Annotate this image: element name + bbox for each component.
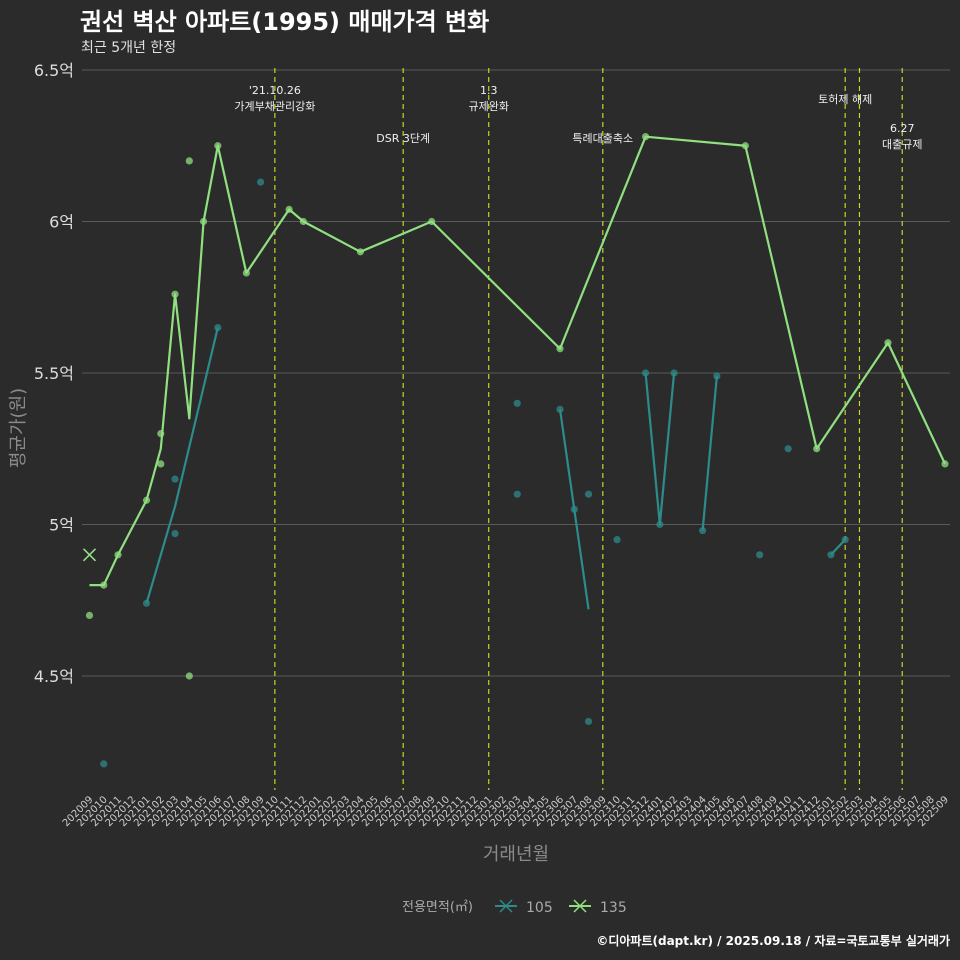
series-135-point xyxy=(185,672,193,680)
series-105-point xyxy=(641,369,650,377)
y-axis-title: 평균가(원) xyxy=(8,388,29,468)
series-105-point xyxy=(171,475,179,483)
series-105-point xyxy=(214,323,222,332)
series-105-point xyxy=(670,369,678,377)
series-105-point xyxy=(171,529,179,538)
y-tick-label: 5억 xyxy=(49,516,74,535)
legend-key-x xyxy=(573,899,587,913)
y-tick-label: 6.5억 xyxy=(34,61,74,80)
series-105-point xyxy=(513,490,521,498)
series-135-point xyxy=(556,345,564,353)
policy-annotation: 가계부채관리강화 xyxy=(234,100,315,113)
series-105-point xyxy=(827,551,835,559)
series-135-point xyxy=(242,269,250,277)
series-105-point xyxy=(570,505,578,513)
series-135-point xyxy=(884,339,892,347)
source-caption: ©디아파트(dapt.kr) / 2025.09.18 / 자료=국토교통부 실… xyxy=(596,934,950,948)
series-105-point xyxy=(756,551,764,559)
series-105-point xyxy=(513,399,521,407)
series-105-point xyxy=(257,178,265,186)
x-axis-title: 거래년월 xyxy=(483,844,549,865)
policy-annotation: 특례대출축소 xyxy=(572,132,633,145)
series-135-point xyxy=(428,217,436,226)
y-tick-label: 4.5억 xyxy=(34,667,74,686)
series-105-point xyxy=(656,520,664,529)
series-135-point xyxy=(142,496,151,504)
series-135-point xyxy=(285,205,293,213)
legend-label: 105 xyxy=(526,900,553,916)
y-tick-label: 5.5억 xyxy=(34,364,74,383)
legend-label: 135 xyxy=(600,900,627,916)
policy-annotation: 규제완화 xyxy=(468,100,508,113)
y-tick-label: 6억 xyxy=(49,213,74,232)
policy-annotation: 대출규제 xyxy=(882,138,922,151)
series-105-point xyxy=(613,536,621,544)
series-105-point xyxy=(699,526,707,535)
series-105-point xyxy=(584,717,593,726)
chart-subtitle: 최근 5개년 한정 xyxy=(81,40,177,56)
series-105-line xyxy=(701,375,718,531)
series-135-point xyxy=(185,157,193,165)
policy-annotation: DSR 3단계 xyxy=(376,132,430,145)
series-105-point xyxy=(556,405,564,413)
series-135-point xyxy=(171,290,179,298)
series-135-point xyxy=(356,248,365,256)
series-135-point xyxy=(214,142,222,150)
series-135-point xyxy=(741,142,749,150)
series-135-point xyxy=(941,460,949,468)
series-135-point xyxy=(114,551,122,559)
legend-key-x xyxy=(499,899,513,913)
series-105-point xyxy=(584,490,593,498)
series-105-point xyxy=(713,372,721,380)
legend-title: 전용면적(㎡) xyxy=(402,900,473,915)
series-135-point xyxy=(157,460,165,468)
series-105-line xyxy=(145,327,219,604)
series-135-point xyxy=(85,611,94,620)
series-105-point xyxy=(841,536,849,544)
chart-title: 권선 벽산 아파트(1995) 매매가격 변화 xyxy=(80,8,490,36)
series-105-point xyxy=(100,760,108,768)
policy-annotation: 토허제 해제 xyxy=(818,92,872,106)
policy-annotation: '21.10.26 xyxy=(249,84,301,97)
series-135-line xyxy=(89,135,946,587)
series-135-point xyxy=(100,581,108,589)
series-135-point xyxy=(299,217,307,226)
series-135-point xyxy=(199,217,208,226)
series-135-point xyxy=(641,133,650,141)
series-105-line xyxy=(644,372,676,526)
policy-annotation: 6.27 xyxy=(890,122,915,135)
policy-annotation: 1.3 xyxy=(480,84,498,97)
series-105-point xyxy=(142,599,151,607)
series-105-point xyxy=(784,445,792,453)
series-135-x-marker xyxy=(82,548,97,562)
series-135-point xyxy=(813,445,821,453)
series-135-point xyxy=(157,430,165,438)
